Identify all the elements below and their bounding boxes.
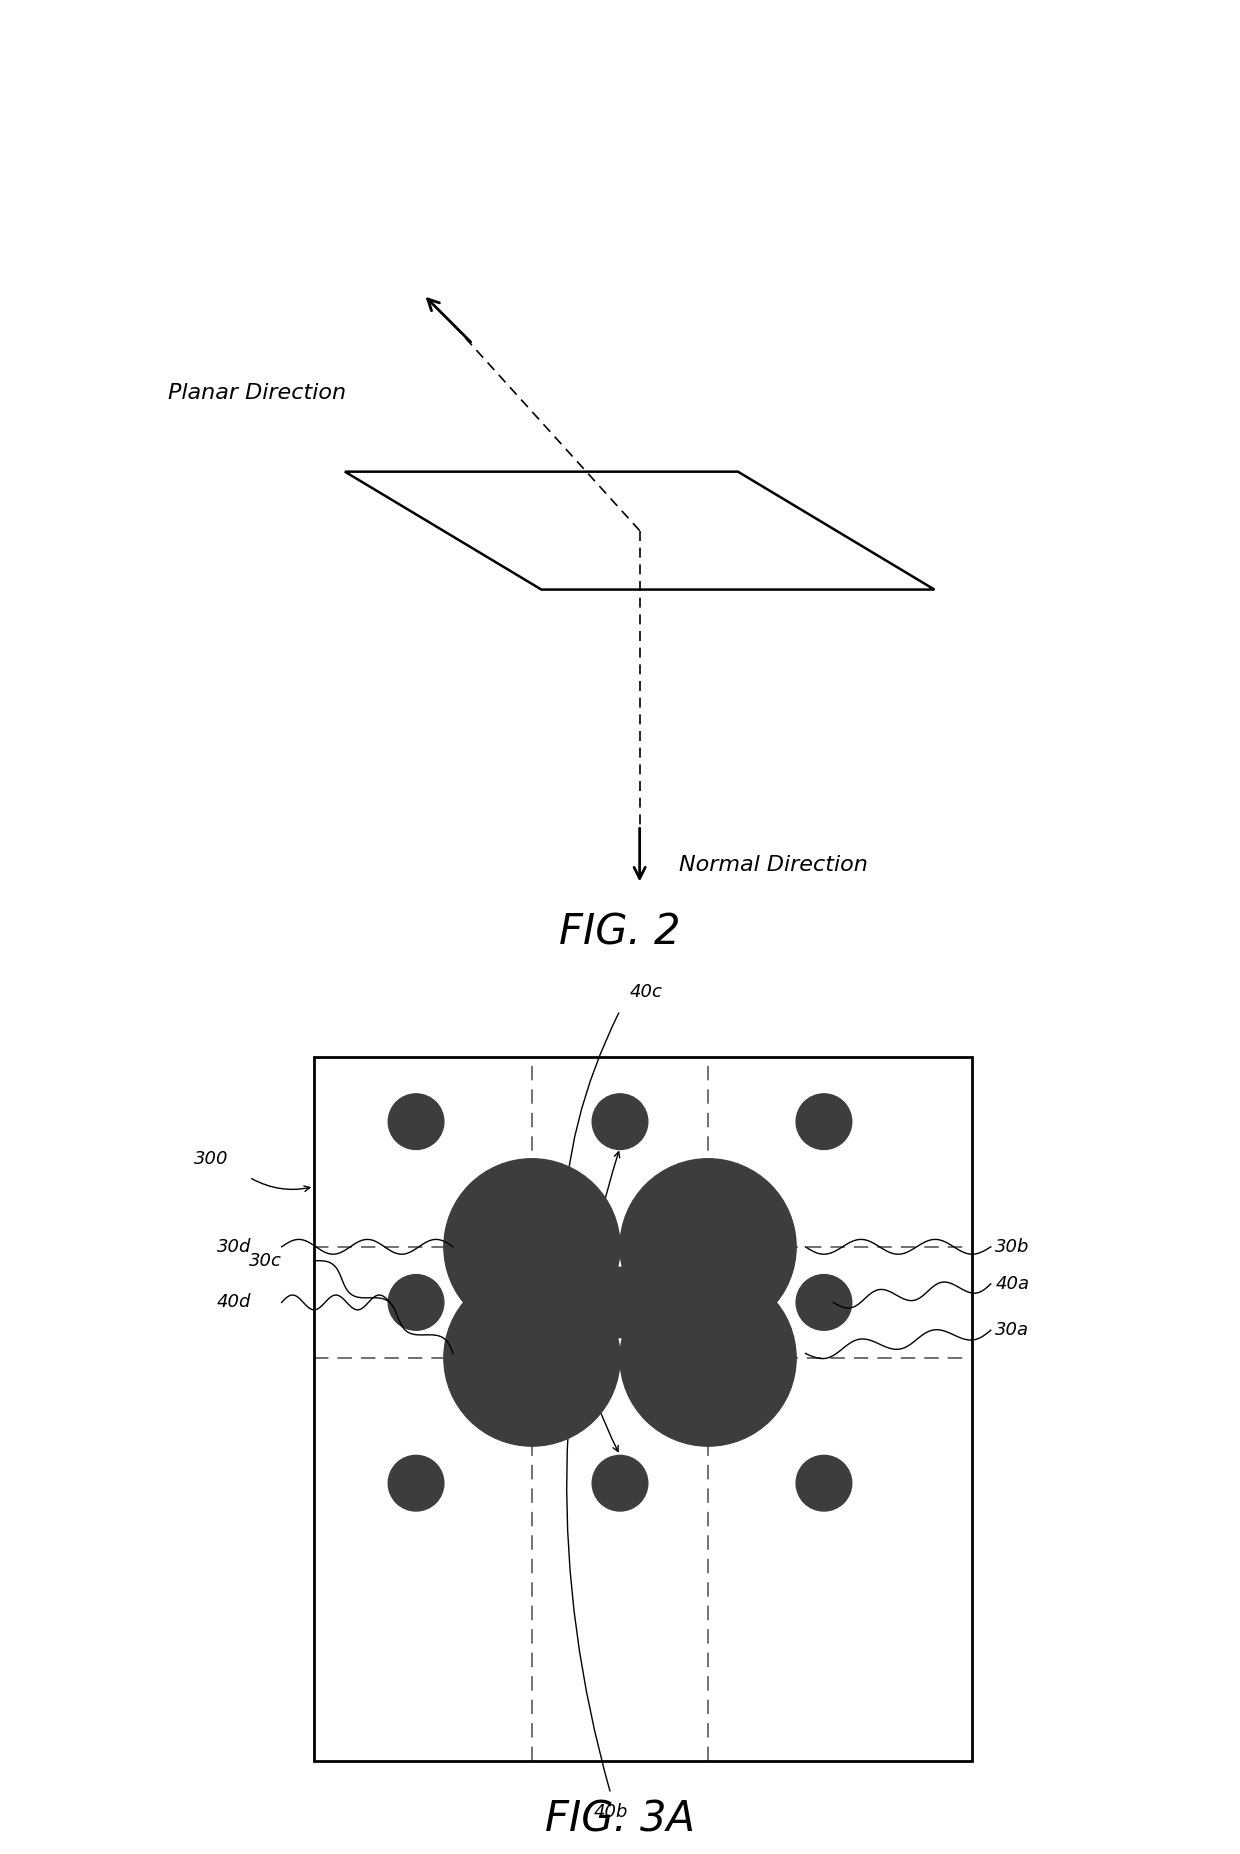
Circle shape — [796, 1094, 852, 1149]
Text: 30b: 30b — [996, 1238, 1029, 1255]
Circle shape — [444, 1270, 620, 1446]
Circle shape — [444, 1159, 620, 1335]
Text: FIG. 3A: FIG. 3A — [546, 1798, 694, 1839]
Circle shape — [388, 1094, 444, 1149]
Text: 30a: 30a — [996, 1322, 1029, 1339]
Text: 40b: 40b — [594, 1802, 627, 1821]
Text: FIG. 2: FIG. 2 — [559, 910, 681, 953]
Circle shape — [620, 1270, 796, 1446]
Text: 30c: 30c — [249, 1251, 281, 1270]
Circle shape — [796, 1455, 852, 1511]
Text: 300: 300 — [193, 1149, 228, 1168]
Text: 40d: 40d — [217, 1294, 252, 1311]
Circle shape — [796, 1276, 852, 1331]
Text: Normal Direction: Normal Direction — [680, 855, 868, 875]
Bar — [314, 1057, 972, 1761]
Text: 40c: 40c — [629, 983, 662, 1001]
Circle shape — [593, 1094, 647, 1149]
Circle shape — [585, 1268, 655, 1339]
Circle shape — [620, 1159, 796, 1335]
Circle shape — [388, 1455, 444, 1511]
Text: Planar Direction: Planar Direction — [167, 384, 346, 402]
Text: 30d: 30d — [217, 1238, 252, 1255]
Text: 40a: 40a — [996, 1276, 1029, 1292]
Circle shape — [593, 1455, 647, 1511]
Circle shape — [388, 1276, 444, 1331]
